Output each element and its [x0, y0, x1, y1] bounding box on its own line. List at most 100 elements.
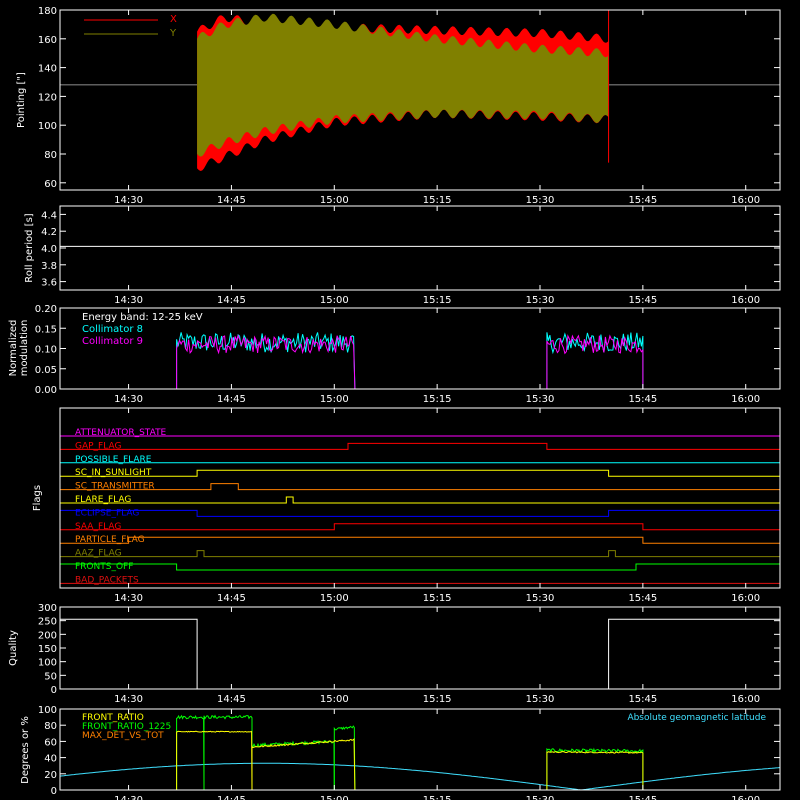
modulation-xtick-label: 14:45: [217, 394, 246, 405]
flag-label-fronts-off: FRONTS_OFF: [75, 562, 133, 572]
quality-panel: 14:30 14:45 15:00 15:15 15:30 15:45 16:00 0 50 10…: [8, 603, 781, 705]
flag-label-possible-flare: POSSIBLE_FLARE: [75, 455, 152, 465]
quality-ytick-label: 150: [38, 644, 57, 655]
modulation-ytick-label: 0.05: [35, 365, 57, 376]
pointing-ytick-label: 80: [44, 150, 57, 161]
modulation-panel: 14:30 14:45 15:00 15:15 15:30 15:45 16:00 0.00 0…: [8, 304, 781, 405]
quality-ytick-label: 0: [51, 685, 57, 696]
flag-line-fronts-off: [60, 563, 780, 571]
modulation-plot-area: [60, 332, 780, 390]
ratios-ytick-label: 100: [38, 705, 57, 716]
flags-xtick-label: 14:45: [217, 593, 246, 604]
ratios-panel: 14:30 14:45 15:00 15:15 15:30 15:45 16:00 0 20 40…: [20, 705, 781, 800]
roll-period-xtick-label: 14:45: [217, 295, 246, 306]
ratios-ytick-label: 60: [44, 737, 57, 748]
modulation-ylabel-line2: modulation: [19, 320, 30, 377]
modulation-xtick-label: 15:30: [526, 394, 555, 405]
pointing-xtick-label: 15:15: [423, 195, 452, 206]
modulation-xtick-label: 15:15: [423, 394, 452, 405]
flags-xtick-label: 14:30: [114, 593, 143, 604]
pointing-xtick-label: 14:45: [217, 195, 246, 206]
roll-period-ytick-label: 3.8: [41, 261, 57, 272]
ratios-ytick-label: 40: [44, 754, 57, 765]
modulation-xtick-label: 14:30: [114, 394, 143, 405]
pointing-panel: 14:30 14:45 15:00 15:15 15:30 15:45 16:00 60 80 1…: [16, 6, 781, 206]
legend-front-ratio-1225: FRONT_RATIO_1225: [82, 722, 171, 732]
roll-period-panel: 14:30 14:45 15:00 15:15 15:30 15:45 16:00 3.6 3.…: [24, 205, 781, 306]
flag-line-sc-transmitter: [60, 483, 780, 491]
pointing-ylabel: Pointing ["]: [16, 72, 27, 128]
legend-front-ratio: FRONT_RATIO: [82, 713, 144, 723]
flags-xtick-label: 16:00: [731, 593, 760, 604]
ratios-series-front-ratio: [176, 730, 253, 791]
flag-label-sc-transmitter: SC_TRANSMITTER: [75, 482, 155, 492]
roll-period-ytick-label: 4.2: [41, 227, 57, 238]
modulation-ylabel-line1: Normalized: [8, 320, 19, 377]
ratios-ytick-label: 0: [51, 786, 57, 797]
ratios-xtick-label: 14:30: [114, 795, 143, 800]
flags-axes: 14:30 14:45 15:00 15:15 15:30 15:45 16:00: [114, 408, 760, 604]
modulation-ytick-label: 0.15: [35, 324, 57, 335]
quality-ytick-label: 300: [38, 603, 57, 614]
flag-line-particle-flag: [60, 536, 780, 544]
ratios-series-front-ratio-1225: [333, 725, 356, 791]
flags-frame: [59, 407, 781, 589]
pointing-plot-area: [60, 10, 780, 172]
ratios-xtick-label: 15:45: [628, 795, 657, 800]
pointing-xtick-label: 15:30: [526, 195, 555, 206]
flags-xtick-label: 15:15: [423, 593, 452, 604]
energy-band-annotation: Energy band: 12-25 keV: [82, 312, 203, 323]
roll-period-ytick-label: 4.0: [41, 244, 57, 255]
ratios-xtick-label: 15:00: [320, 795, 349, 800]
legend-collimator-9: Collimator 9: [82, 336, 143, 347]
quality-xtick-label: 14:30: [114, 694, 143, 705]
pointing-xtick-label: 16:00: [731, 195, 760, 206]
flag-line-sc-in-sunlight: [60, 469, 780, 477]
legend-collimator-8: Collimator 8: [82, 324, 143, 335]
flag-label-flare-flag: FLARE_FLAG: [75, 495, 131, 505]
quality-ytick-label: 50: [44, 671, 57, 682]
pointing-ytick-label: 180: [38, 6, 57, 17]
quality-xtick-label: 15:30: [526, 694, 555, 705]
pointing-xtick-label: 15:00: [320, 195, 349, 206]
flag-label-sc-in-sunlight: SC_IN_SUNLIGHT: [75, 468, 152, 478]
flag-label-gap-flag: GAP_FLAG: [75, 441, 121, 451]
ratios-xtick-label: 15:30: [526, 795, 555, 800]
pointing-xtick-label: 15:45: [628, 195, 657, 206]
ratios-series-front-ratio-1225: [203, 714, 253, 790]
ratios-series-front-ratio: [251, 738, 356, 791]
legend-x-label: X: [170, 14, 177, 25]
legend-y-label: Y: [169, 28, 177, 39]
roll-period-ytick-label: 4.4: [41, 210, 57, 221]
flag-line-eclipse-flag: [60, 509, 780, 517]
quality-xtick-label: 15:00: [320, 694, 349, 705]
geomagnetic-annotation: Absolute geomagnetic latitude: [627, 713, 766, 723]
flags-plot-area: ATTENUATOR_STATE GAP_FLAG POSSIBLE_FLARE SC…: [60, 428, 780, 585]
ratios-series-geomagnetic: [59, 762, 781, 791]
pointing-ytick-label: 100: [38, 121, 57, 132]
ratios-series-front-ratio-1225: [546, 747, 644, 790]
roll-period-ytick-label: 3.6: [41, 278, 57, 289]
flags-xtick-label: 15:30: [526, 593, 555, 604]
ratios-axes: 14:30 14:45 15:00 15:15 15:30 15:45 16:00 0 20 40…: [38, 705, 780, 800]
flag-label-attenuator-state: ATTENUATOR_STATE: [75, 428, 167, 438]
quality-ytick-label: 100: [38, 658, 57, 669]
pointing-axes: 14:30 14:45 15:00 15:15 15:30 15:45 16:00 60 80 1…: [38, 6, 780, 206]
roll-period-xtick-label: 15:45: [628, 295, 657, 306]
ratios-ytick-label: 80: [44, 721, 57, 732]
pointing-frame: [59, 9, 781, 191]
flags-ylabel: Flags: [32, 485, 43, 511]
flags-xtick-label: 15:00: [320, 593, 349, 604]
quality-axes: 14:30 14:45 15:00 15:15 15:30 15:45 16:00 0 50 10…: [38, 603, 780, 705]
flag-label-saa-flag: SAA_FLAG: [75, 522, 121, 532]
flags-xtick-label: 15:45: [628, 593, 657, 604]
modulation-xtick-label: 15:00: [320, 394, 349, 405]
roll-period-ylabel: Roll period [s]: [24, 213, 35, 282]
modulation-axes: 14:30 14:45 15:00 15:15 15:30 15:45 16:00 0.00 0…: [35, 304, 780, 405]
pointing-xtick-label: 14:30: [114, 195, 143, 206]
quality-xtick-label: 16:00: [731, 694, 760, 705]
modulation-ytick-label: 0.10: [35, 345, 57, 356]
flag-line-saa-flag: [60, 523, 780, 531]
